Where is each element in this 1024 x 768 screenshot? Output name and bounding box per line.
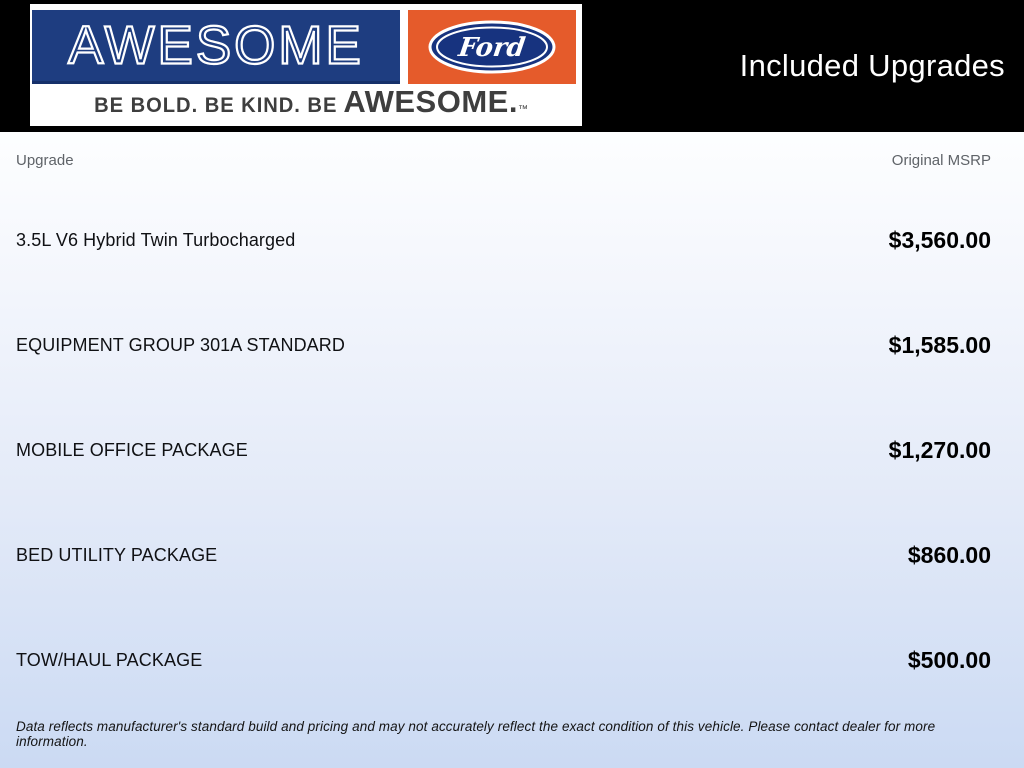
- table-row: 3.5L V6 Hybrid Twin Turbocharged $3,560.…: [0, 188, 1024, 293]
- table-row: BED UTILITY PACKAGE $860.00: [0, 503, 1024, 608]
- table-row: MOBILE OFFICE PACKAGE $1,270.00: [0, 398, 1024, 503]
- table-header-row: Upgrade Original MSRP: [0, 132, 1024, 188]
- top-header-bar: AWESOME Ford BE BOLD. BE KIND. BE AWESOM…: [0, 0, 1024, 132]
- column-header-original-msrp: Original MSRP: [891, 151, 991, 169]
- upgrade-name: 3.5L V6 Hybrid Twin Turbocharged: [16, 230, 296, 250]
- table-row: TOW/HAUL PACKAGE $500.00: [0, 608, 1024, 713]
- dealer-logo: AWESOME Ford BE BOLD. BE KIND. BE AWESOM…: [30, 4, 582, 126]
- upgrade-name: BED UTILITY PACKAGE: [16, 545, 218, 565]
- ford-oval-icon: Ford: [428, 20, 556, 74]
- upgrade-msrp: $1,270.00: [888, 437, 991, 463]
- ford-logo-block: Ford: [408, 10, 576, 84]
- upgrade-msrp: $500.00: [907, 647, 991, 673]
- upgrade-msrp: $860.00: [907, 542, 991, 568]
- dealer-name-banner: AWESOME: [32, 10, 400, 84]
- disclaimer-text: Data reflects manufacturer's standard bu…: [16, 719, 936, 749]
- upgrade-name: EQUIPMENT GROUP 301A STANDARD: [16, 335, 345, 355]
- page-title: Included Upgrades: [739, 48, 1005, 83]
- upgrade-name: TOW/HAUL PACKAGE: [16, 650, 203, 670]
- upgrade-msrp: $3,560.00: [888, 227, 991, 253]
- svg-text:Ford: Ford: [456, 32, 528, 63]
- trademark-symbol: ™: [517, 104, 528, 115]
- upgrades-table: Upgrade Original MSRP 3.5L V6 Hybrid Twi…: [0, 132, 1024, 768]
- column-header-upgrade: Upgrade: [16, 151, 74, 169]
- upgrade-name: MOBILE OFFICE PACKAGE: [16, 440, 248, 460]
- dealer-name-text: AWESOME: [67, 15, 364, 76]
- table-body: 3.5L V6 Hybrid Twin Turbocharged $3,560.…: [0, 188, 1024, 713]
- dealer-tagline: BE BOLD. BE KIND. BE AWESOME. ™: [30, 84, 582, 126]
- tagline-emphasis: AWESOME.: [343, 84, 518, 119]
- upgrade-msrp: $1,585.00: [888, 332, 991, 358]
- tagline-prefix: BE BOLD. BE KIND. BE: [94, 94, 338, 117]
- table-row: EQUIPMENT GROUP 301A STANDARD $1,585.00: [0, 293, 1024, 398]
